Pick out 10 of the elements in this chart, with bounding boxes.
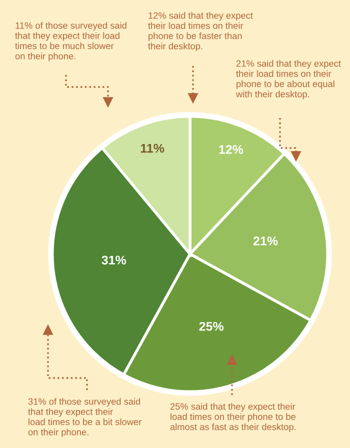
text: 11% of those surveyed said that they expect their load times to be much slower on their phone. — [15, 22, 126, 62]
text: 25% said that they expect their load times on their phone to be almost as fast as their desktop. — [170, 403, 296, 432]
data-label: 31% — [102, 256, 126, 265]
data-label: 21% — [253, 236, 278, 246]
data-label: 12% — [219, 145, 244, 154]
data-label: 11% — [140, 144, 164, 153]
data-label: 25% — [199, 322, 224, 331]
text: 31% of those surveyed said that they expect their load times to be a bit slower on their phone. — [28, 398, 142, 438]
text: 12% said that they expect their load times on their phone to be faster than their desktop. — [148, 12, 253, 52]
text: 21% said that they expect their load times on their phone to be about equal with their desktop. — [236, 60, 341, 100]
